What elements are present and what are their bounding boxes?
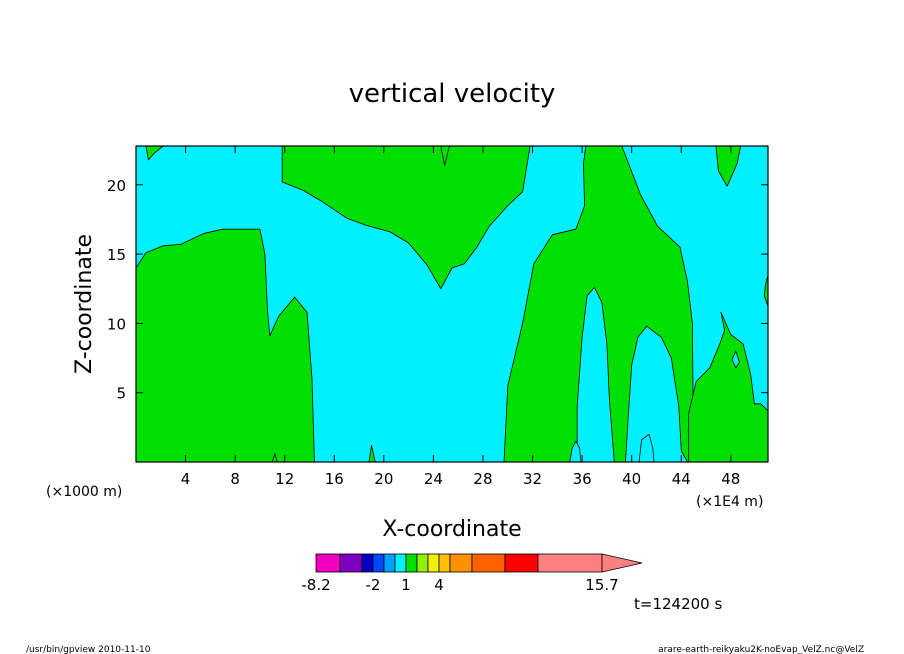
colorbar-label: 4 — [434, 576, 444, 594]
colorbar-cell — [394, 553, 407, 573]
y-tick-label: 15 — [107, 246, 126, 264]
y-axis-label: Z-coordinate — [72, 234, 97, 374]
colorbar-arrow — [601, 553, 643, 573]
colorbar-label: -2 — [366, 576, 381, 594]
contour-regions — [135, 145, 769, 463]
y-tick-label: 10 — [107, 315, 126, 333]
x-tick-label: 12 — [275, 470, 294, 488]
colorbar-label: 1 — [401, 576, 411, 594]
colorbar-label: -8.2 — [301, 576, 330, 594]
colorbar-cell — [438, 553, 451, 573]
footer-left: /usr/bin/gpview 2010-11-10 — [26, 645, 151, 654]
chart-title: vertical velocity — [349, 79, 556, 109]
colorbar — [315, 553, 643, 573]
colorbar-cell — [405, 553, 418, 573]
contour-bottom-right-region — [688, 311, 769, 463]
x-tick-label: 48 — [721, 470, 740, 488]
footer-right: arare-earth-reikyaku2K-noEvap_VelZ.nc@Ve… — [658, 645, 864, 654]
x-tick-label: 36 — [573, 470, 592, 488]
x-tick-label: 24 — [424, 470, 443, 488]
x-tick-label: 32 — [523, 470, 542, 488]
contour-right-structure — [503, 145, 694, 463]
x-tick-label: 20 — [374, 470, 393, 488]
time-annotation: t=124200 s — [634, 595, 722, 613]
contour-hole-near-48 — [731, 350, 740, 369]
colorbar-cell — [383, 553, 396, 573]
colorbar-cell — [427, 553, 440, 573]
colorbar-cell — [315, 553, 341, 573]
x-tick-label: 16 — [325, 470, 344, 488]
x-unit-left: (×1000 m) — [46, 484, 122, 500]
x-axis-label: X-coordinate — [382, 517, 521, 542]
x-tick-label: 44 — [672, 470, 691, 488]
colorbar-cell — [339, 553, 363, 573]
colorbar-label: 15.7 — [585, 576, 618, 594]
colorbar-cell — [449, 553, 473, 573]
colorbar-cell — [504, 553, 539, 573]
x-tick-label: 4 — [181, 470, 191, 488]
colorbar-cell — [416, 553, 429, 573]
plot-frame — [135, 145, 769, 463]
y-axis-ticks: 5 10 15 20 — [107, 177, 768, 403]
x-tick-label: 40 — [622, 470, 641, 488]
y-tick-label: 20 — [107, 177, 126, 195]
colorbar-cell — [372, 553, 385, 573]
x-axis-ticks: 4 8 12 16 20 24 28 32 36 40 44 48 — [181, 146, 740, 488]
colorbar-cell — [537, 553, 603, 573]
x-tick-label: 28 — [473, 470, 492, 488]
colorbar-cell — [471, 553, 506, 573]
x-tick-label: 8 — [230, 470, 240, 488]
contour-top-hanging-block — [281, 145, 531, 290]
colorbar-labels: -8.2 -2 1 4 15.7 — [301, 576, 618, 594]
contour-left-block — [135, 228, 315, 463]
y-tick-label: 5 — [116, 385, 126, 403]
colorbar-cell — [361, 553, 374, 573]
x-unit-right: (×1E4 m) — [696, 494, 763, 510]
